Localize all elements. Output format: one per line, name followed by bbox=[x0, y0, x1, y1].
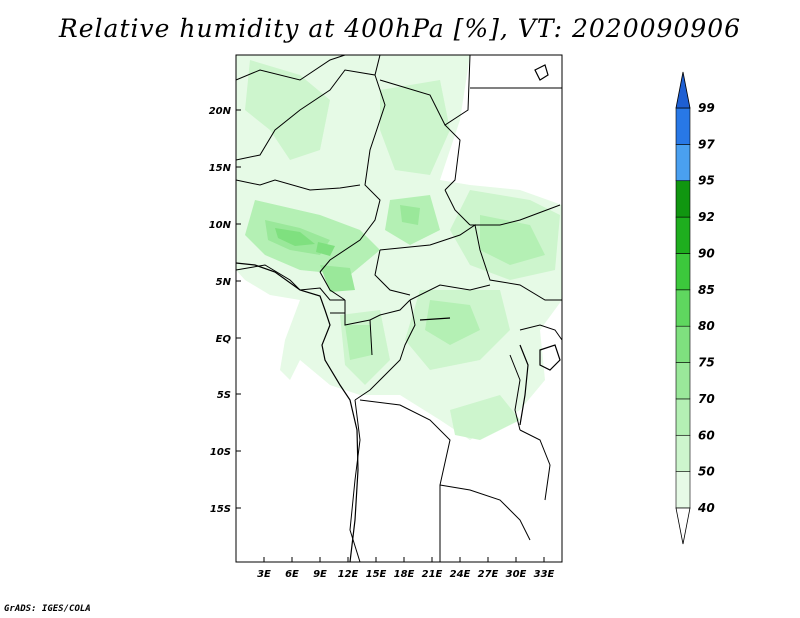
credit-label: GrADS: IGES/COLA bbox=[4, 604, 91, 614]
humidity-shade-max bbox=[275, 228, 335, 256]
humidity-shade-strong bbox=[265, 205, 420, 292]
humidity-field bbox=[236, 55, 562, 440]
colorbar-label: 60 bbox=[698, 428, 715, 442]
lat-label: 5N bbox=[216, 277, 232, 288]
lat-label: EQ bbox=[216, 334, 232, 345]
lon-label: 24E bbox=[450, 569, 471, 580]
lat-label: 10N bbox=[209, 220, 232, 231]
lon-label: 33E bbox=[534, 569, 555, 580]
colorbar-segment bbox=[675, 216, 691, 254]
map-frame bbox=[235, 54, 563, 563]
latitude-labels: 20N 15N 10N 5N EQ 5S 10S 15S bbox=[209, 106, 232, 515]
colorbar-segment bbox=[675, 398, 691, 436]
colorbar-segment bbox=[675, 107, 691, 145]
colorbar-segment bbox=[675, 325, 691, 363]
colorbar-segment bbox=[675, 289, 691, 327]
colorbar-label: 99 bbox=[698, 101, 715, 115]
colorbar-segment bbox=[675, 253, 691, 291]
humidity-shade-light2 bbox=[245, 60, 560, 440]
colorbar-max-arrow bbox=[675, 71, 691, 109]
colorbar-label: 50 bbox=[698, 465, 715, 479]
colorbar-segment bbox=[675, 362, 691, 400]
coastline bbox=[235, 64, 561, 563]
colorbar-label: 90 bbox=[698, 246, 715, 260]
colorbar-label: 85 bbox=[698, 283, 715, 297]
longitude-labels: 3E 6E 9E 12E 15E 18E 21E 24E 27E 30E 33E bbox=[257, 569, 554, 580]
colorbar-segment bbox=[675, 434, 691, 472]
lon-label: 18E bbox=[394, 569, 415, 580]
colorbar-label: 95 bbox=[698, 174, 715, 188]
lon-label: 12E bbox=[338, 569, 359, 580]
colorbar-label: 40 bbox=[697, 501, 715, 515]
lat-label: 15N bbox=[209, 163, 232, 174]
colorbar: 40 50 60 70 75 80 85 90 92 95 97 99 bbox=[675, 71, 715, 545]
lon-label: 3E bbox=[257, 569, 271, 580]
lon-label: 27E bbox=[478, 569, 499, 580]
colorbar-label: 80 bbox=[698, 319, 715, 333]
colorbar-min-arrow bbox=[675, 507, 691, 545]
lon-label: 21E bbox=[422, 569, 443, 580]
country-borders bbox=[235, 54, 563, 563]
lat-label: 10S bbox=[210, 447, 231, 458]
lat-label: 20N bbox=[209, 106, 232, 117]
colorbar-label: 75 bbox=[698, 356, 715, 370]
colorbar-segment bbox=[675, 180, 691, 218]
colorbar-label: 92 bbox=[698, 210, 715, 224]
lon-label: 15E bbox=[366, 569, 387, 580]
lon-label: 6E bbox=[285, 569, 299, 580]
lon-label: 9E bbox=[313, 569, 327, 580]
colorbar-label: 97 bbox=[698, 137, 715, 151]
colorbar-label: 70 bbox=[698, 392, 715, 406]
map-title: Relative humidity at 400hPa [%], VT: 202… bbox=[58, 14, 742, 43]
lat-label: 15S bbox=[210, 504, 231, 515]
lon-label: 30E bbox=[506, 569, 527, 580]
colorbar-segment bbox=[675, 144, 691, 182]
lat-label: 5S bbox=[217, 390, 231, 401]
colorbar-segment bbox=[675, 471, 691, 509]
axis-ticks bbox=[236, 109, 545, 562]
